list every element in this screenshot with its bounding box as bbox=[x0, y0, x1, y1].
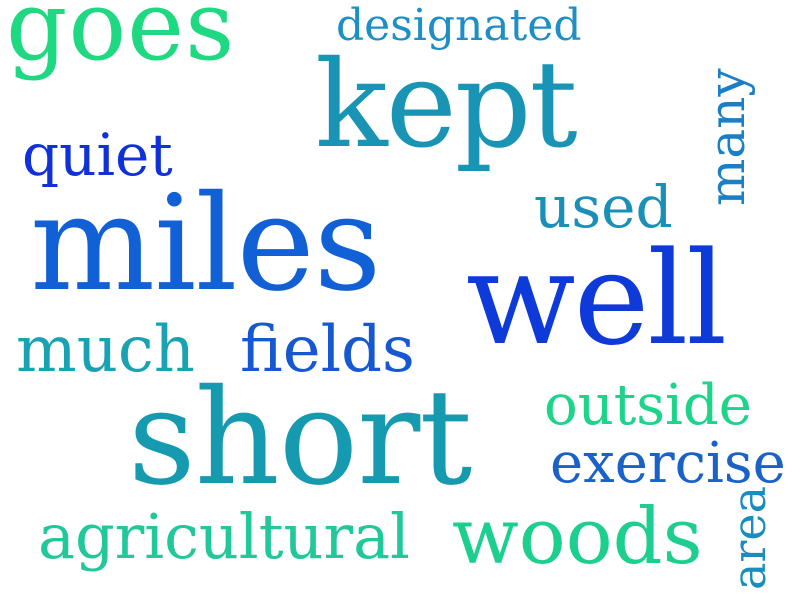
word-outside: outside bbox=[544, 373, 752, 438]
word-many: many bbox=[698, 68, 756, 206]
word-designated: designated bbox=[336, 0, 582, 51]
word-woods: woods bbox=[452, 492, 703, 582]
word-much: much bbox=[16, 313, 195, 387]
word-miles: miles bbox=[30, 167, 381, 321]
word-used: used bbox=[534, 173, 673, 241]
word-quiet: quiet bbox=[22, 121, 173, 189]
word-agricultural: agricultural bbox=[38, 500, 410, 573]
word-goes: goes bbox=[6, 0, 236, 82]
word-kept: kept bbox=[315, 36, 578, 175]
word-fields: fields bbox=[240, 313, 415, 387]
word-well: well bbox=[466, 225, 727, 374]
word-area: area bbox=[722, 485, 776, 590]
word-short: short bbox=[128, 361, 472, 515]
word-exercise: exercise bbox=[550, 431, 786, 496]
